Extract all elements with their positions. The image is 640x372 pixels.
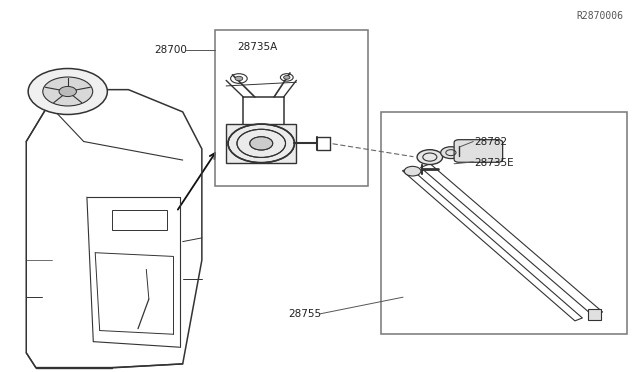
FancyBboxPatch shape [454, 140, 502, 162]
Bar [588, 309, 601, 320]
Circle shape [404, 166, 421, 176]
Text: R2870006: R2870006 [577, 10, 623, 20]
Text: 28735A: 28735A [237, 42, 277, 52]
Bar [214, 31, 368, 186]
Circle shape [228, 124, 294, 163]
Bar [226, 124, 296, 163]
Bar [113, 210, 167, 231]
Circle shape [59, 86, 76, 97]
Text: 28782: 28782 [474, 137, 508, 147]
Circle shape [441, 147, 461, 158]
Bar [381, 112, 627, 334]
Circle shape [43, 77, 93, 106]
Circle shape [28, 68, 108, 115]
Text: 28735E: 28735E [474, 158, 514, 168]
Text: 28755: 28755 [288, 309, 321, 319]
Circle shape [250, 137, 273, 150]
Circle shape [235, 76, 243, 81]
Text: 28700: 28700 [154, 45, 187, 55]
Circle shape [284, 76, 290, 79]
Circle shape [417, 150, 443, 164]
